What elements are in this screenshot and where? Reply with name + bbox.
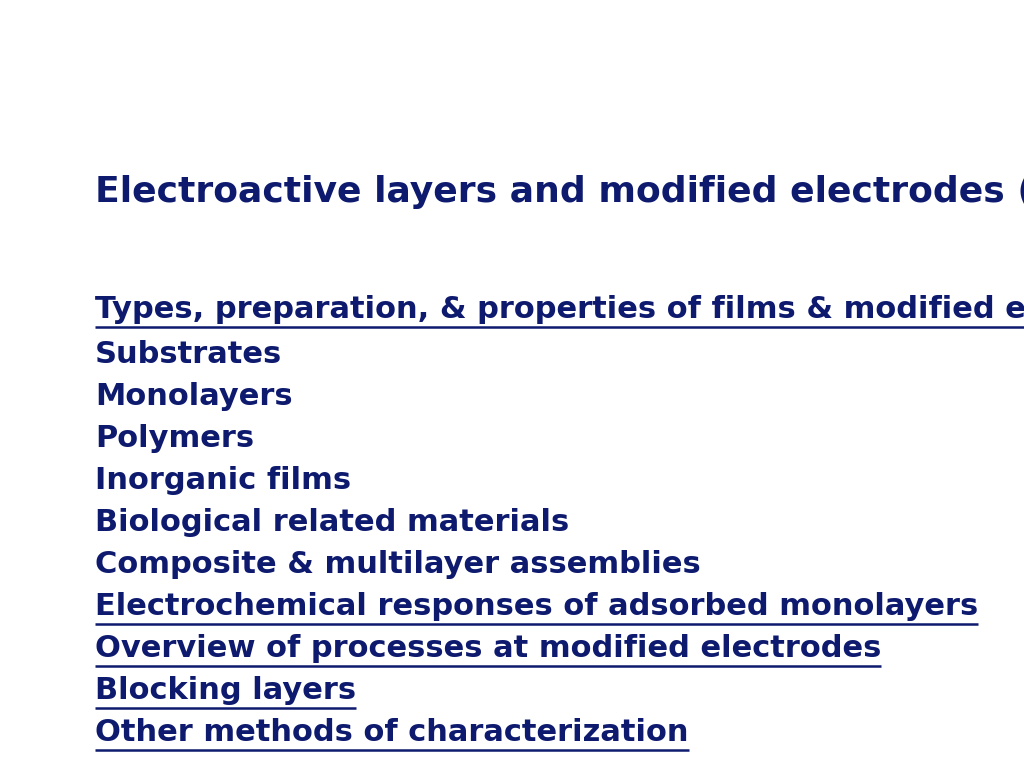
Text: Composite & multilayer assemblies: Composite & multilayer assemblies bbox=[95, 550, 700, 579]
Text: Polymers: Polymers bbox=[95, 424, 254, 453]
Text: Monolayers: Monolayers bbox=[95, 382, 293, 411]
Text: Types, preparation, & properties of films & modified electrodes: Types, preparation, & properties of film… bbox=[95, 295, 1024, 324]
Text: Substrates: Substrates bbox=[95, 340, 283, 369]
Text: Overview of processes at modified electrodes: Overview of processes at modified electr… bbox=[95, 634, 882, 663]
Text: Blocking layers: Blocking layers bbox=[95, 676, 356, 705]
Text: Other methods of characterization: Other methods of characterization bbox=[95, 718, 688, 747]
Text: Electroactive layers and modified electrodes (Ch. 14): Electroactive layers and modified electr… bbox=[95, 175, 1024, 209]
Text: Biological related materials: Biological related materials bbox=[95, 508, 569, 537]
Text: Electrochemical responses of adsorbed monolayers: Electrochemical responses of adsorbed mo… bbox=[95, 592, 978, 621]
Text: Inorganic films: Inorganic films bbox=[95, 466, 351, 495]
